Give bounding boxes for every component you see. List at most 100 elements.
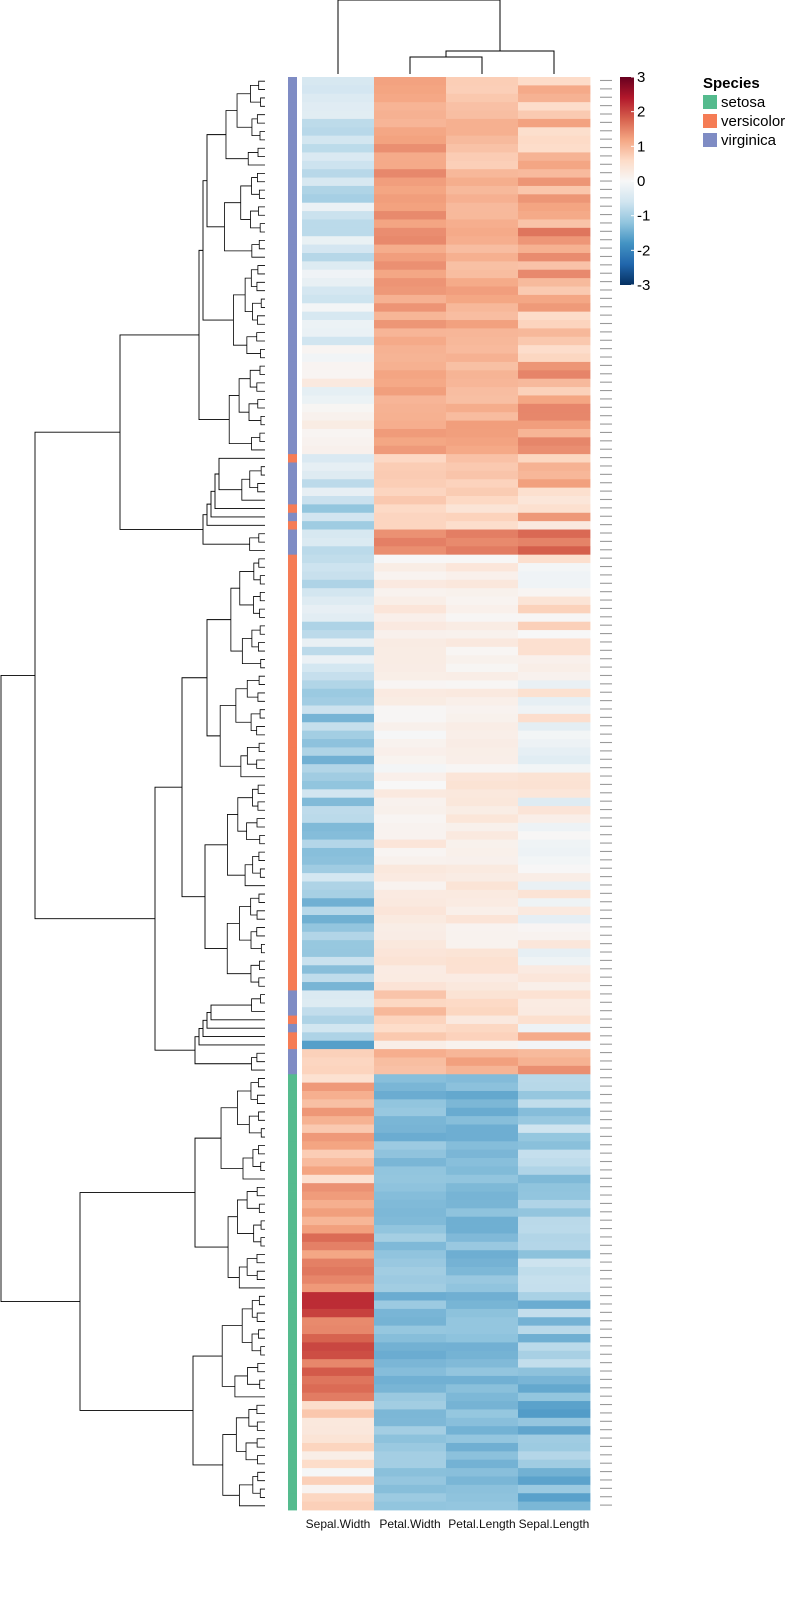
species-annotation-cell — [288, 1057, 297, 1067]
heatmap-cell — [302, 1484, 375, 1494]
heatmap-cell — [518, 847, 591, 857]
row-label — [600, 398, 612, 400]
row-label — [600, 565, 612, 568]
row-label — [600, 1043, 612, 1045]
heatmap-cell — [302, 1174, 375, 1184]
species-annotation-cell — [288, 1099, 297, 1109]
heatmap-cell — [374, 1434, 447, 1444]
heatmap-cell — [302, 1040, 375, 1050]
heatmap-cell — [518, 85, 591, 95]
species-annotation-cell — [288, 1166, 297, 1176]
row-dendrogram-branch — [259, 709, 265, 719]
color-scale-tick-label: 1 — [637, 138, 645, 155]
heatmap-cell — [518, 1325, 591, 1335]
species-annotation-cell — [288, 1292, 297, 1301]
species-annotation-cell — [288, 437, 297, 447]
row-label — [600, 440, 612, 442]
heatmap-cell — [302, 303, 375, 313]
heatmap-cell — [374, 1225, 447, 1234]
row-label — [600, 649, 612, 651]
heatmap-cell — [374, 1065, 447, 1075]
row-label — [600, 1269, 612, 1272]
row-label — [600, 1286, 612, 1288]
heatmap-cell — [374, 671, 447, 681]
heatmap-cell — [518, 697, 591, 706]
species-annotation-cell — [288, 521, 297, 530]
heatmap-cell — [374, 1166, 447, 1176]
row-dendrogram-branch — [260, 1220, 265, 1230]
heatmap-cell — [518, 512, 591, 522]
heatmap-cell — [302, 177, 375, 187]
heatmap-cell — [518, 454, 591, 463]
row-label — [600, 641, 612, 643]
color-scale-tick-label: 2 — [637, 104, 645, 121]
heatmap-cell — [518, 722, 591, 732]
row-dendrogram-branch — [194, 1137, 229, 1248]
heatmap-cell — [374, 1099, 447, 1109]
species-annotation-cell — [288, 596, 297, 606]
heatmap-cell — [518, 1032, 591, 1042]
species-annotation-cell — [288, 1116, 297, 1125]
heatmap-cell — [446, 1334, 519, 1343]
heatmap-cell — [374, 1501, 447, 1511]
heatmap-cell — [374, 847, 447, 857]
species-annotation-cell — [288, 135, 297, 145]
heatmap-cell — [374, 839, 447, 849]
heatmap-cell — [518, 739, 591, 748]
heatmap-cell — [446, 839, 519, 849]
row-dendrogram-branch — [260, 348, 265, 359]
heatmap-cell — [518, 236, 591, 246]
heatmap-cell — [374, 1493, 447, 1503]
heatmap-cell — [302, 1359, 375, 1368]
row-dendrogram-branch — [206, 619, 231, 737]
column-label: Sepal.Width — [306, 1517, 371, 1531]
row-dendrogram-branch — [239, 571, 254, 606]
row-dendrogram-branch — [250, 931, 262, 949]
heatmap-cell — [446, 705, 519, 715]
heatmap-cell — [518, 1250, 591, 1259]
heatmap-cell — [518, 1392, 591, 1402]
heatmap-cell — [518, 1342, 591, 1352]
heatmap-cell — [446, 1015, 519, 1025]
heatmap-cell — [446, 713, 519, 723]
row-label — [600, 834, 612, 836]
heatmap-cell — [518, 361, 591, 371]
row-label — [600, 884, 612, 886]
species-annotation-cell — [288, 1049, 297, 1058]
heatmap-cell — [446, 1057, 519, 1067]
heatmap-cell — [302, 487, 375, 497]
heatmap-cell — [446, 77, 519, 86]
row-label — [600, 1445, 612, 1447]
row-label — [600, 381, 612, 383]
heatmap-cell — [446, 102, 519, 111]
heatmap-cell — [446, 1107, 519, 1117]
heatmap-cell — [302, 646, 375, 656]
row-label — [600, 1437, 612, 1439]
row-label — [600, 1077, 612, 1079]
heatmap-cell — [446, 202, 519, 212]
heatmap-cell — [302, 1183, 375, 1192]
species-annotation-cell — [288, 1401, 297, 1410]
row-dendrogram-branch — [258, 742, 265, 752]
row-dendrogram-branch — [251, 1333, 261, 1352]
row-dendrogram-branch — [258, 189, 265, 199]
heatmap-cell — [302, 730, 375, 740]
row-dendrogram-branch — [260, 659, 265, 669]
heatmap-cell — [446, 479, 519, 489]
heatmap-cell — [374, 831, 447, 840]
heatmap-cell — [374, 646, 447, 656]
row-label — [600, 490, 612, 492]
heatmap-cell — [518, 940, 591, 949]
heatmap-cell — [302, 211, 375, 220]
species-annotation-cell — [288, 403, 297, 413]
species-annotation-cell — [288, 755, 297, 765]
row-dendrogram-branch — [256, 1186, 265, 1197]
heatmap-cell — [446, 965, 519, 975]
heatmap-cell — [302, 864, 375, 874]
heatmap-cell — [446, 1300, 519, 1310]
heatmap-cell — [374, 512, 447, 522]
row-dendrogram-branch — [198, 249, 230, 420]
row-dendrogram-branch — [248, 1409, 258, 1427]
heatmap-cell — [446, 1367, 519, 1377]
row-dendrogram-branch — [257, 1094, 265, 1104]
